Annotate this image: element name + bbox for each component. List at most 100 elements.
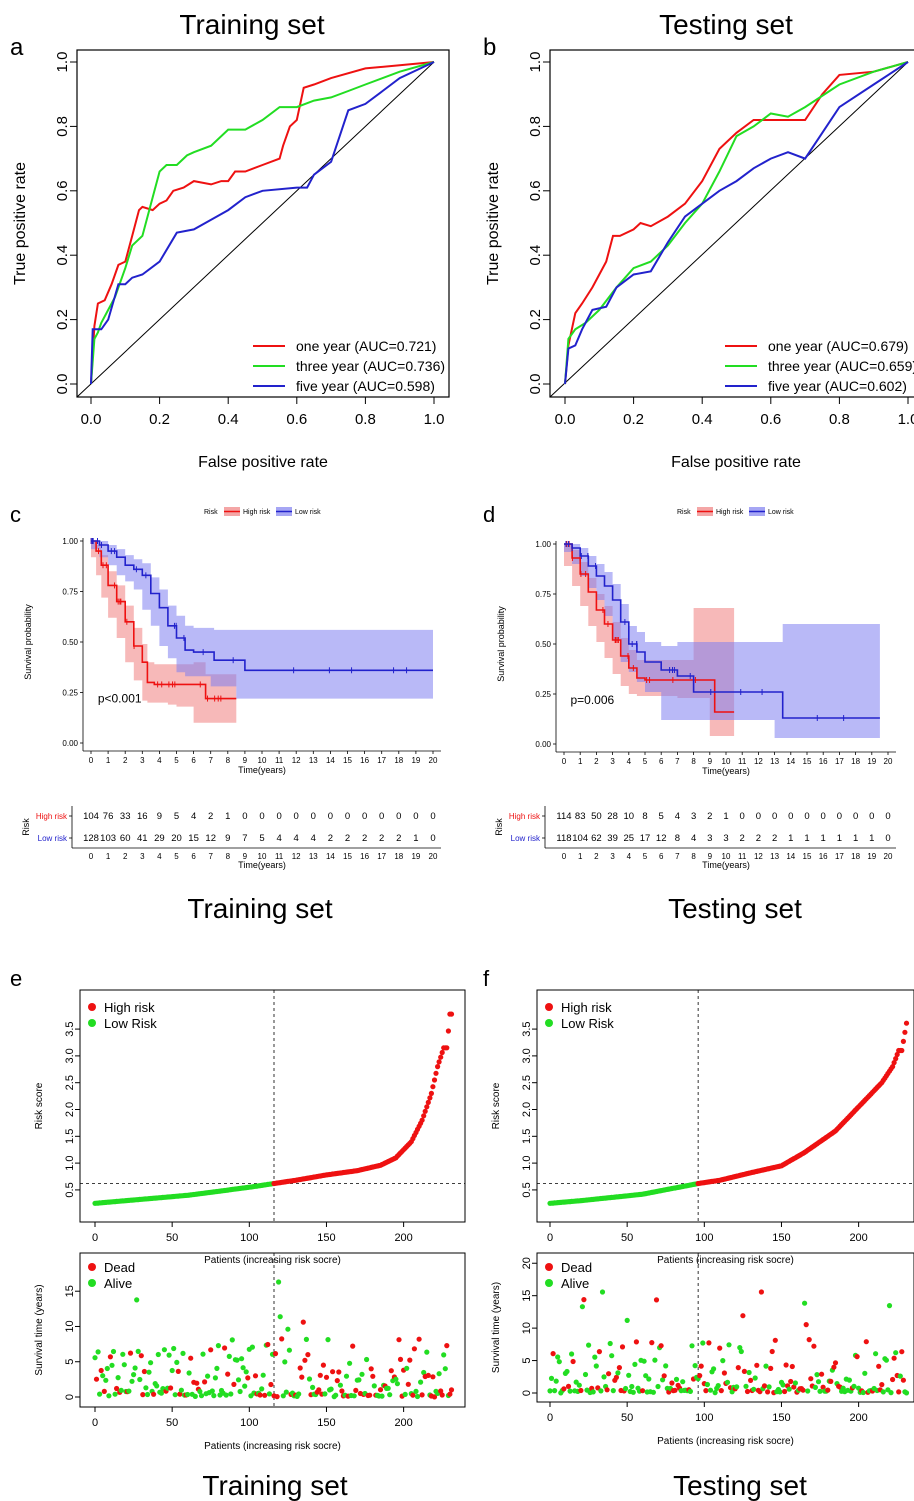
risk-table-count: 1 [788, 833, 793, 844]
survival-point [140, 1392, 146, 1398]
x-tick-label: 7 [675, 757, 680, 766]
y-tick-label: 1.00 [62, 537, 78, 546]
roc-curve-2 [564, 61, 909, 385]
survival-point [741, 1368, 748, 1374]
survival-point [306, 1376, 313, 1382]
survival-point [430, 1374, 436, 1380]
survival-point [808, 1376, 814, 1382]
survival-point [419, 1392, 425, 1398]
survival-point [166, 1352, 172, 1358]
x-tick-label: 10 [258, 756, 267, 765]
risk-table-x-tick-label: 14 [786, 852, 795, 861]
survival-point [660, 1377, 666, 1383]
survival-point [593, 1363, 599, 1369]
survival-point [586, 1342, 592, 1348]
risk-table-count: 29 [154, 833, 165, 844]
risk-score-point [439, 1049, 445, 1056]
survival-point [556, 1359, 562, 1365]
survival-point [893, 1350, 899, 1356]
risk-table-x-tick-label: 12 [292, 852, 301, 861]
survival-point [377, 1387, 384, 1393]
survival-point [876, 1363, 882, 1369]
panel-ef-left-title: Training set [202, 1470, 347, 1501]
p-value-annotation: p=0.006 [570, 693, 614, 707]
survival-point [388, 1368, 394, 1374]
legend-label: Dead [104, 1260, 135, 1275]
x-tick-label: 13 [770, 757, 779, 766]
risk-table-count: 9 [225, 833, 230, 844]
risk-table-count: 0 [837, 811, 842, 822]
risk-score-point [903, 1020, 910, 1026]
y-axis-title: Risk score [34, 1082, 45, 1129]
risk-table-x-tick-label: 11 [275, 852, 284, 861]
risk-table-x-tick-label: 11 [738, 852, 747, 861]
x-tick-label: 0 [89, 756, 94, 765]
risk-table-count: 2 [379, 833, 384, 844]
legend-label: High risk [243, 509, 271, 516]
survival-point [272, 1351, 279, 1357]
confidence-band [564, 544, 880, 738]
x-tick-label: 0 [92, 1232, 98, 1244]
survival-point [239, 1356, 245, 1362]
survival-point [851, 1383, 857, 1389]
x-tick-label: 1.0 [898, 411, 914, 428]
survival-point [393, 1376, 399, 1382]
survival-point [172, 1392, 178, 1398]
x-tick-label: 150 [772, 1232, 790, 1244]
survival-point [222, 1345, 228, 1351]
risk-table-count: 1 [804, 833, 809, 844]
risk-table-count: 114 [556, 811, 571, 822]
survival-point [237, 1388, 243, 1395]
x-tick-label: 1.0 [424, 411, 445, 428]
risk-table-count: 76 [103, 811, 114, 822]
risk-table-x-tick-label: 10 [722, 852, 731, 861]
survival-point [249, 1344, 255, 1350]
y-tick-label: 2.5 [521, 1075, 533, 1090]
survival-point [200, 1351, 206, 1357]
risk-score-point [445, 1028, 451, 1034]
panel-letter-e: e [10, 966, 22, 991]
survival-point [615, 1370, 621, 1376]
survival-point [109, 1362, 115, 1368]
risk-table-x-tick-label: 4 [157, 852, 162, 861]
risk-table-count: 0 [328, 811, 333, 822]
risk-table-count: 2 [328, 833, 333, 844]
survival-point [305, 1352, 311, 1358]
panel-cd-left-title: Training set [187, 893, 332, 924]
survival-point [146, 1369, 152, 1375]
survival-point [205, 1373, 211, 1379]
survival-point [234, 1357, 240, 1363]
risk-table-count: 2 [756, 833, 761, 844]
survival-point [711, 1366, 717, 1372]
x-tick-label: 1 [578, 757, 583, 766]
risk-table-x-tick-label: 9 [243, 852, 248, 861]
confidence-band [91, 541, 433, 699]
x-tick-label: 12 [292, 756, 301, 765]
survival-point [447, 1391, 453, 1397]
survival-point [570, 1358, 576, 1365]
x-tick-label: 9 [243, 756, 248, 765]
risk-table-x-tick-label: 17 [377, 852, 386, 861]
survival-point [649, 1340, 655, 1346]
y-tick-label: 10 [64, 1320, 76, 1332]
risk-table-count: 17 [640, 833, 651, 844]
survival-point [817, 1388, 823, 1394]
risk-table-x-tick-label: 6 [659, 852, 664, 861]
panel-letter-f: f [483, 966, 490, 991]
survival-point [168, 1385, 174, 1391]
survival-point [604, 1387, 610, 1393]
survival-point [601, 1374, 607, 1380]
survival-point [806, 1337, 812, 1343]
survival-point [212, 1375, 218, 1381]
survival-point [356, 1377, 362, 1383]
legend-label: Dead [561, 1260, 592, 1275]
risk-table-count: 4 [311, 833, 316, 844]
survival-point [115, 1375, 121, 1381]
x-tick-label: 14 [786, 757, 795, 766]
survival-point [138, 1353, 144, 1359]
survival-point [721, 1370, 728, 1376]
survival-point [132, 1365, 138, 1371]
survival-point [407, 1357, 413, 1363]
survival-point [758, 1289, 765, 1295]
x-tick-label: 15 [803, 757, 812, 766]
